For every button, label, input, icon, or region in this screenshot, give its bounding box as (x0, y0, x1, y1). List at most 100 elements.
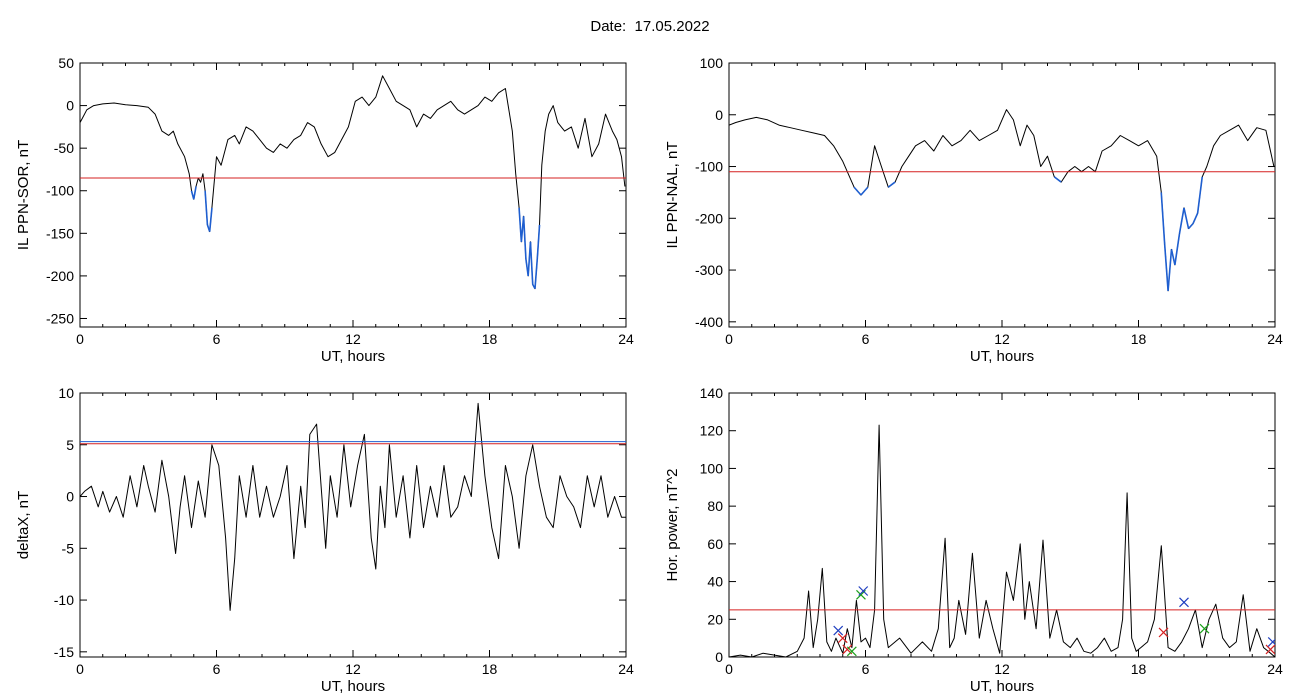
cross-marker (1267, 636, 1275, 647)
below-threshold-segment (1174, 233, 1181, 265)
plot-area (80, 75, 626, 290)
below-threshold-segment (1183, 207, 1190, 229)
y-tick-label: 140 (700, 385, 724, 401)
y-tick-label: 80 (707, 498, 723, 514)
x-axis-label: UT, hours (970, 678, 1034, 695)
cross-marker (1199, 623, 1210, 634)
below-threshold-segment (204, 190, 209, 225)
panel-ppn-nal: 0 6 12 18 24 100 0 -100 -200 -300 -400 UT, hours IL … (664, 55, 1283, 365)
plot-area (729, 109, 1275, 292)
below-threshold-segment (208, 207, 213, 232)
x-tick-label: 24 (1267, 661, 1283, 677)
below-threshold-segment (853, 186, 862, 196)
x-axis-label: UT, hours (321, 678, 385, 695)
y-tick-label: 40 (707, 574, 723, 590)
below-threshold-segment (192, 186, 197, 200)
y-axis-label: Hor. power, nT^2 (664, 469, 681, 582)
y-tick-label: -100 (695, 159, 723, 175)
x-tick-label: 0 (725, 661, 733, 677)
panel-deltax: 0 6 12 18 24 10 5 0 -5 -10 -15 UT, hours deltaX, nT (15, 385, 634, 695)
y-tick-label: -100 (46, 183, 74, 199)
plot-frame (79, 392, 627, 658)
panel-hor-power: 0 6 12 18 24 140 120 100 80 60 40 20 0 UT, hours Hor. … (664, 385, 1283, 695)
y-axis-label: IL PPN-SOR, nT (15, 140, 32, 250)
x-tick-label: 24 (618, 661, 634, 677)
below-threshold-segment (1196, 176, 1203, 214)
below-threshold-segment (1160, 192, 1166, 245)
y-axis-label: IL PPN-NAL, nT (664, 142, 681, 249)
y-tick-label: 60 (707, 536, 723, 552)
y-tick-label: -5 (62, 540, 75, 556)
y-axis-label: deltaX, nT (15, 491, 32, 559)
below-threshold-segment (1170, 249, 1176, 266)
y-tick-label: 20 (707, 611, 723, 627)
y-tick-label: -15 (54, 644, 74, 660)
series-line (729, 109, 1275, 292)
y-tick-label: -300 (695, 262, 723, 278)
below-threshold-segment (529, 241, 534, 285)
y-tick-label: 100 (700, 55, 724, 71)
x-tick-label: 0 (76, 331, 84, 347)
below-threshold-segment (1178, 207, 1185, 234)
below-threshold-segment (1167, 249, 1173, 291)
cross-marker (833, 625, 844, 636)
y-tick-label: 0 (66, 98, 74, 114)
plot-frame (79, 62, 627, 328)
x-tick-label: 6 (862, 331, 870, 347)
x-tick-label: 12 (345, 661, 361, 677)
page-title: Date: 17.05.2022 (590, 18, 710, 35)
series-line (729, 424, 1275, 657)
cross-marker (1158, 627, 1169, 638)
cross-marker (837, 633, 848, 644)
y-tick-label: 120 (700, 423, 724, 439)
cross-marker (858, 586, 869, 596)
below-threshold-segment (1187, 222, 1194, 230)
x-tick-label: 18 (1131, 331, 1147, 347)
y-tick-label: -250 (46, 310, 74, 326)
plot-area (729, 424, 1275, 657)
y-tick-label: 50 (58, 55, 74, 71)
y-tick-label: 0 (715, 649, 723, 665)
x-tick-label: 0 (725, 331, 733, 347)
series-line (80, 75, 626, 290)
x-tick-label: 6 (213, 331, 221, 347)
x-tick-label: 18 (482, 661, 498, 677)
x-axis-label: UT, hours (321, 348, 385, 365)
panel-ppn-sor: 0 6 12 18 24 50 0 -50 -100 -150 -200 -250 UT, hours I… (15, 55, 634, 365)
y-tick-label: -10 (54, 592, 74, 608)
y-tick-label: -400 (695, 314, 723, 330)
x-tick-label: 12 (994, 661, 1010, 677)
x-tick-label: 0 (76, 661, 84, 677)
x-tick-label: 6 (862, 661, 870, 677)
y-tick-label: -200 (46, 268, 74, 284)
below-threshold-segment (534, 258, 539, 289)
x-tick-label: 24 (1267, 331, 1283, 347)
y-tick-label: 10 (58, 385, 74, 401)
below-threshold-segment (887, 181, 896, 188)
x-axis-label: UT, hours (970, 348, 1034, 365)
x-tick-label: 24 (618, 331, 634, 347)
below-threshold-segment (1163, 244, 1169, 291)
below-threshold-segment (860, 186, 869, 196)
x-tick-label: 18 (482, 331, 498, 347)
cross-marker (1265, 644, 1275, 655)
y-tick-label: 0 (66, 489, 74, 505)
cross-marker (846, 646, 857, 657)
y-tick-label: 0 (715, 107, 723, 123)
y-tick-label: -150 (46, 225, 74, 241)
plot-frame (728, 62, 1276, 328)
cross-marker (1179, 597, 1189, 608)
x-tick-label: 12 (994, 331, 1010, 347)
series-line (80, 402, 626, 611)
y-tick-label: 5 (66, 437, 74, 453)
below-threshold-segment (1192, 212, 1199, 224)
y-tick-label: -200 (695, 210, 723, 226)
below-threshold-segment (536, 224, 541, 259)
x-tick-label: 12 (345, 331, 361, 347)
below-threshold-segment (522, 216, 527, 259)
x-tick-label: 18 (1131, 661, 1147, 677)
below-threshold-segment (518, 207, 523, 242)
below-threshold-segment (1053, 176, 1062, 183)
x-tick-label: 6 (213, 661, 221, 677)
